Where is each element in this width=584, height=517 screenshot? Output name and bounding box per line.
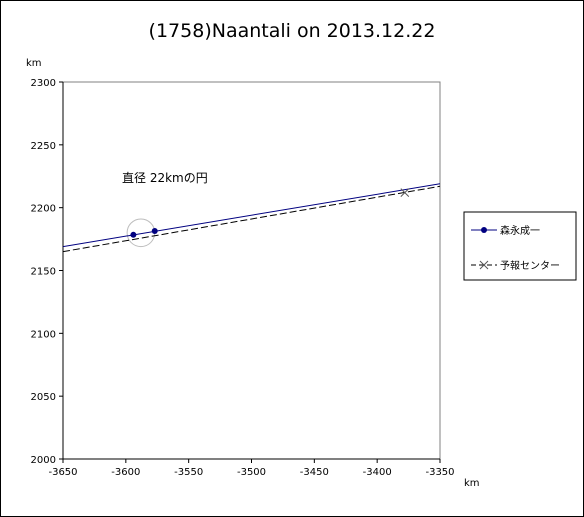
legend-label: 森永成一	[500, 224, 540, 237]
y-axis-unit: km	[26, 58, 42, 69]
y-tick-label: 2250	[31, 141, 56, 152]
y-tick-label: 2150	[31, 267, 56, 278]
x-tick-label: -3650	[48, 467, 77, 478]
x-tick-label: -3450	[300, 467, 329, 478]
y-tick-label: 2300	[31, 78, 56, 89]
legend-marker	[481, 227, 487, 233]
chart-title: (1758)Naantali on 2013.12.22	[148, 20, 436, 42]
x-axis-unit: km	[464, 478, 480, 489]
plot-background	[62, 81, 441, 460]
series-1	[63, 183, 440, 248]
x-tick-label: -3550	[174, 467, 203, 478]
circle-annotation: 直径 22kmの円	[122, 171, 208, 185]
y-tick-label: 2200	[31, 204, 56, 215]
series-layer	[63, 183, 440, 253]
series-2	[63, 185, 440, 253]
axes: -3650 -3600 -3550 -3500 -3450 -3400 -3350 2000 2…	[31, 78, 455, 478]
legend-marker	[479, 260, 489, 270]
series-point	[400, 188, 410, 197]
x-marker-stroke	[400, 188, 410, 197]
plot-area	[62, 81, 441, 460]
x-tick-label: -3500	[237, 467, 266, 478]
series-line	[63, 185, 440, 253]
y-tick-label: 2050	[31, 392, 56, 403]
x-tick-label: -3350	[425, 467, 454, 478]
series-line	[63, 183, 440, 248]
x-tick-label: -3600	[111, 467, 140, 478]
legend-box	[463, 211, 577, 281]
y-tick-label: 2000	[31, 455, 56, 466]
legend-label: 予報センター	[500, 260, 560, 272]
y-tick-label: 2100	[31, 329, 56, 340]
series-point	[130, 231, 137, 238]
series-point	[151, 228, 158, 235]
x-tick-label: -3400	[363, 467, 392, 478]
x-marker-stroke	[479, 260, 489, 270]
